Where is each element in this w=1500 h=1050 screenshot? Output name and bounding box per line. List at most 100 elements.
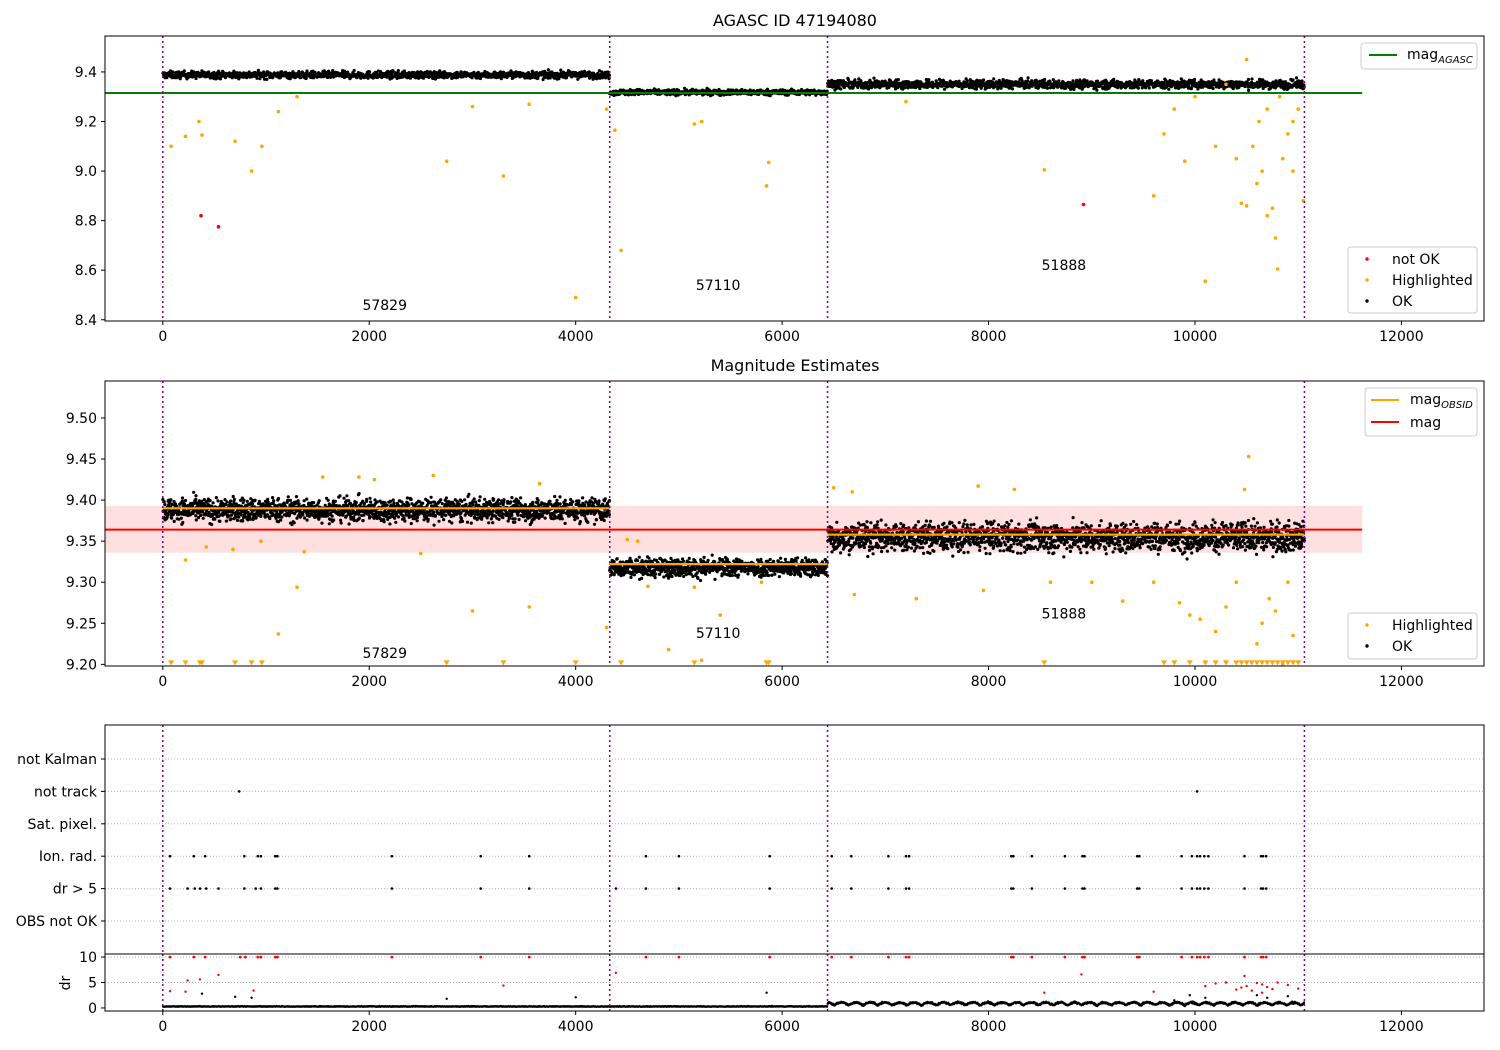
highlighted-point: [692, 122, 697, 126]
ok-point: [1247, 88, 1251, 92]
ok-point: [279, 518, 283, 522]
ok-point: [294, 495, 299, 499]
ok-point: [497, 517, 501, 522]
ok-point: [272, 499, 276, 503]
ok-point: [248, 517, 252, 521]
ok-point: [501, 516, 505, 520]
ok-point: [303, 516, 307, 520]
ok-point: [409, 521, 413, 526]
ok-point: [395, 76, 399, 80]
ok-point: [426, 517, 430, 522]
ok-point: [274, 516, 278, 520]
ok-point: [327, 522, 331, 526]
ok-point: [476, 509, 480, 513]
ok-point: [510, 496, 514, 500]
highlighted-point: [1224, 82, 1228, 87]
ok-point: [229, 517, 233, 521]
ok-point: [171, 70, 175, 74]
ok-point: [268, 516, 272, 521]
ok-point: [439, 498, 443, 502]
ok-point: [467, 492, 471, 496]
ok-point: [1136, 86, 1140, 90]
ok-point: [1246, 77, 1251, 82]
legend-label-mag: mag: [1407, 47, 1438, 63]
ok-point: [361, 519, 365, 523]
ok-point: [429, 495, 433, 499]
legend-marker-ok: [1365, 299, 1369, 303]
ok-point: [347, 499, 351, 503]
ok-point: [607, 73, 612, 77]
obsid-annotation: 57110: [696, 278, 741, 294]
highlighted-point: [1260, 169, 1264, 173]
ok-point: [208, 498, 212, 503]
ok-point: [872, 76, 876, 80]
highlighted-point: [1277, 94, 1282, 99]
ok-point: [247, 70, 251, 74]
legend-sub-agasc: AGASC: [1437, 55, 1473, 66]
highlighted-point: [1265, 213, 1269, 218]
ok-point: [388, 522, 392, 526]
ok-point: [276, 497, 281, 501]
ok-point: [1189, 87, 1193, 91]
not-ok-point: [216, 225, 221, 229]
not-ok-point: [1081, 202, 1086, 207]
ok-point: [444, 513, 448, 517]
highlighted-point: [1296, 107, 1300, 111]
ok-point: [301, 513, 305, 517]
highlighted-point: [1042, 168, 1047, 172]
highlighted-point: [200, 133, 204, 137]
ok-point: [415, 519, 419, 523]
obsid-annotation: 51888: [1042, 258, 1087, 274]
ok-point: [369, 500, 373, 504]
ok-point: [476, 70, 480, 74]
legend-agasc-points: not OK Highlighted OK: [1347, 246, 1478, 314]
ok-point: [262, 77, 267, 81]
ok-point: [1211, 86, 1215, 91]
highlighted-point: [1172, 107, 1177, 111]
ok-point: [432, 510, 436, 514]
highlighted-point: [573, 295, 578, 300]
ok-point: [492, 497, 496, 501]
ok-point: [1141, 79, 1145, 83]
ok-point: [546, 68, 551, 72]
ok-point: [182, 69, 186, 73]
ok-point: [483, 497, 487, 501]
highlighted-point: [1244, 57, 1249, 62]
ok-point: [382, 520, 386, 524]
highlighted-point: [1255, 181, 1259, 186]
ok-point: [180, 496, 185, 500]
ok-point: [469, 521, 473, 525]
highlighted-point: [1275, 267, 1280, 271]
ok-point: [181, 520, 185, 525]
ok-point: [421, 76, 426, 80]
highlighted-point: [470, 104, 475, 109]
ok-point: [224, 519, 228, 523]
ok-point: [194, 514, 198, 518]
highlighted-point: [1239, 201, 1244, 206]
ok-point: [1057, 79, 1061, 83]
ok-point: [460, 519, 465, 524]
ok-point: [305, 69, 309, 73]
legend-label-not-ok: not OK: [1392, 252, 1440, 268]
highlighted-point: [527, 102, 531, 106]
ok-point: [239, 513, 243, 517]
highlighted-point: [1280, 156, 1285, 161]
ok-point: [216, 499, 220, 503]
ok-point: [396, 515, 401, 519]
ok-point: [368, 70, 372, 74]
panel-agasc-title: AGASC ID 47194080: [713, 11, 877, 30]
ok-point: [265, 77, 269, 81]
highlighted-point: [1273, 236, 1278, 240]
highlighted-point: [1265, 107, 1269, 111]
ok-point: [357, 491, 361, 496]
ok-point: [405, 496, 409, 500]
ok-point: [212, 70, 216, 75]
ok-point: [433, 514, 437, 518]
ok-point: [437, 519, 441, 523]
ok-point: [242, 498, 246, 502]
x-tick-label: 6000: [764, 329, 800, 345]
x-tick-label: 12000: [1379, 329, 1424, 345]
highlighted-point: [183, 134, 188, 139]
